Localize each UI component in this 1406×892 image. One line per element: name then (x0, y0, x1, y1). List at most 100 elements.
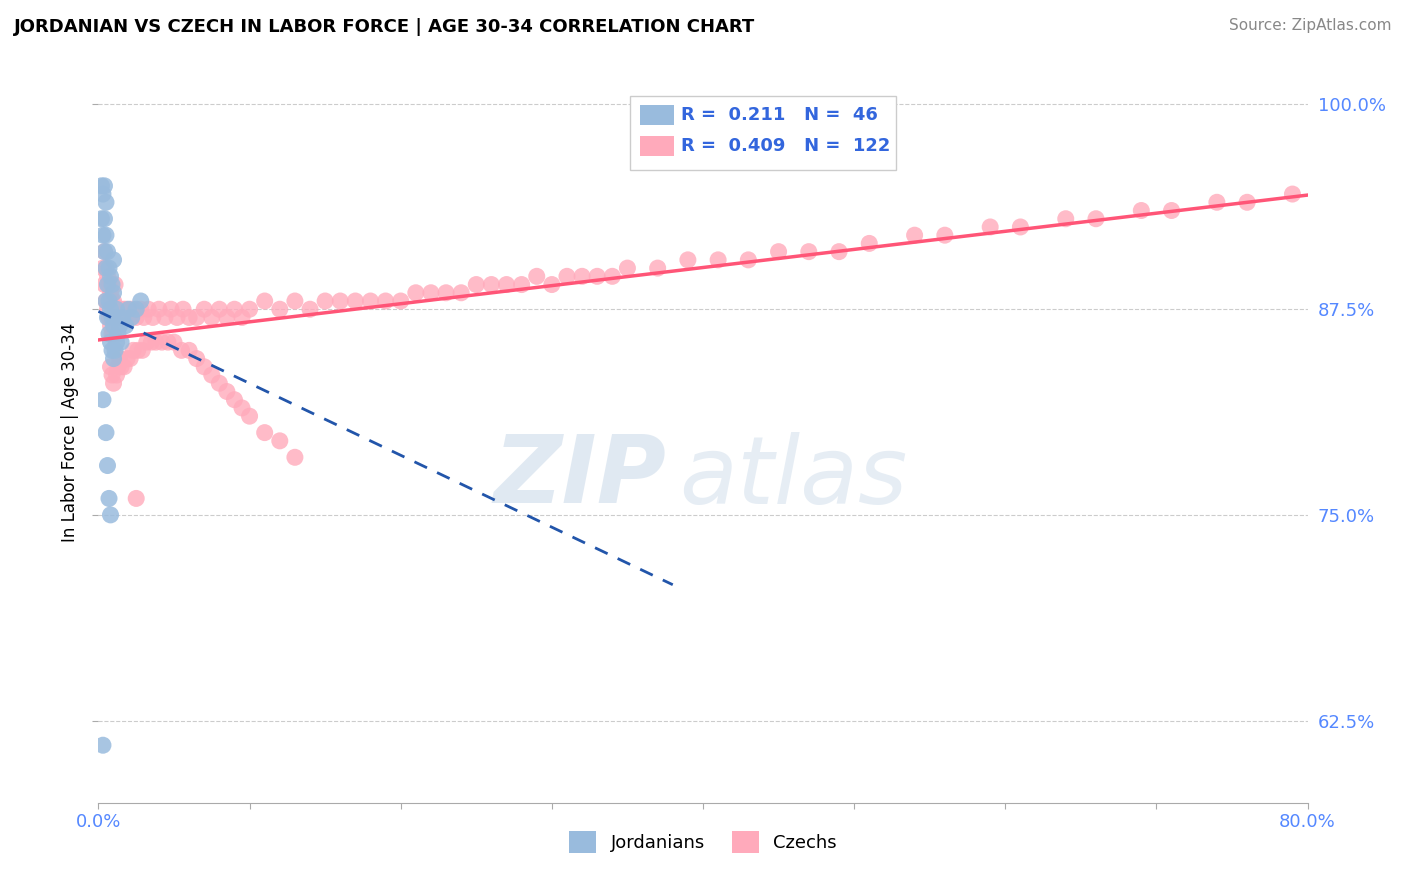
Point (101, 310, 124, 325)
Point (934, 228, 956, 243)
Point (98, 293, 121, 308)
Point (148, 302, 170, 317)
Y-axis label: In Labor Force | Age 30-34: In Labor Force | Age 30-34 (60, 323, 79, 542)
Point (107, 310, 129, 325)
Text: atlas: atlas (679, 432, 907, 523)
Point (208, 302, 231, 317)
Point (98, 491, 121, 506)
Point (94, 293, 117, 308)
Point (108, 318, 131, 333)
Point (94, 261, 117, 276)
Point (125, 302, 148, 317)
Point (98, 326, 121, 341)
Point (284, 293, 307, 308)
Point (108, 351, 131, 366)
Point (96, 310, 118, 325)
Point (135, 335, 157, 350)
Point (100, 302, 122, 317)
Point (179, 310, 201, 325)
Point (540, 277, 562, 292)
Point (91, 187, 114, 202)
Point (389, 293, 412, 308)
Point (105, 302, 128, 317)
Point (1160, 203, 1182, 218)
Point (141, 335, 163, 350)
Point (481, 277, 503, 292)
Point (215, 384, 238, 399)
Point (90, 178, 112, 193)
Point (103, 285, 125, 300)
Point (94, 228, 117, 243)
Point (91, 228, 114, 243)
Point (100, 269, 122, 284)
Point (224, 392, 246, 407)
Point (115, 351, 138, 366)
Point (114, 318, 136, 333)
Point (93, 277, 115, 292)
Point (125, 310, 148, 325)
Point (112, 310, 135, 325)
Point (1236, 195, 1258, 210)
Point (160, 302, 183, 317)
Point (1281, 187, 1303, 202)
Point (91, 392, 114, 407)
Text: R =  0.211   N =  46: R = 0.211 N = 46 (682, 106, 879, 124)
Point (101, 293, 124, 308)
Point (111, 302, 134, 317)
Point (239, 409, 262, 424)
Point (105, 335, 128, 350)
Point (979, 219, 1001, 234)
Point (107, 359, 129, 374)
Point (360, 293, 382, 308)
Point (96, 458, 118, 473)
Point (434, 285, 457, 300)
Point (112, 359, 135, 374)
Point (284, 450, 307, 465)
Point (107, 326, 129, 341)
Point (111, 310, 134, 325)
Point (103, 318, 125, 333)
Bar (640, 104, 673, 126)
Point (121, 302, 143, 317)
Point (127, 343, 149, 358)
Point (104, 343, 127, 358)
Point (101, 326, 124, 341)
Point (269, 434, 291, 448)
Point (150, 335, 173, 350)
Point (100, 335, 122, 350)
Point (96, 269, 118, 284)
Point (104, 310, 127, 325)
Point (93, 211, 115, 226)
Point (1130, 203, 1153, 218)
Point (104, 310, 127, 325)
Point (269, 302, 291, 317)
Point (201, 368, 224, 382)
Text: Source: ZipAtlas.com: Source: ZipAtlas.com (1229, 18, 1392, 33)
Bar (640, 136, 673, 156)
Point (94, 261, 117, 276)
Point (405, 285, 427, 300)
Point (100, 359, 122, 374)
Point (166, 310, 188, 325)
Point (555, 269, 578, 284)
Point (105, 368, 128, 382)
Point (101, 368, 124, 382)
Point (156, 335, 179, 350)
Point (90, 211, 112, 226)
Point (101, 277, 124, 292)
Point (122, 343, 145, 358)
Point (103, 351, 125, 366)
Point (110, 310, 132, 325)
Point (105, 302, 128, 317)
Point (132, 310, 155, 325)
Point (96, 277, 118, 292)
Point (329, 293, 352, 308)
Point (91, 261, 114, 276)
Point (186, 310, 208, 325)
Point (129, 293, 152, 308)
Point (98, 261, 121, 276)
Point (208, 376, 231, 391)
Point (94, 293, 117, 308)
Point (110, 335, 132, 350)
Point (797, 244, 820, 259)
